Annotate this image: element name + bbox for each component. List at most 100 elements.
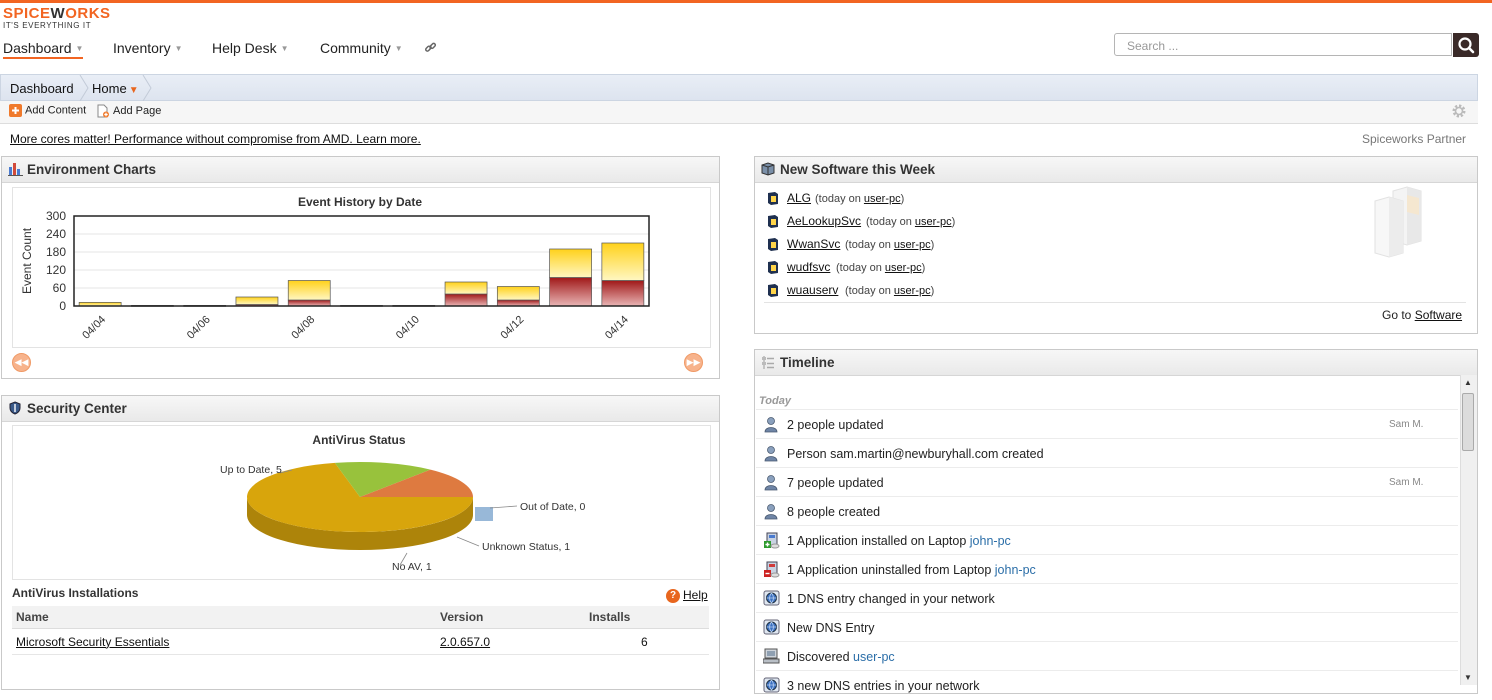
software-link-alg[interactable]: ALG bbox=[787, 191, 812, 205]
column-installs[interactable]: Installs bbox=[585, 606, 709, 629]
antivirus-chart-title: AntiVirus Status bbox=[312, 433, 406, 447]
nav-community[interactable]: Community ▼ bbox=[320, 40, 403, 56]
person-icon bbox=[764, 446, 778, 462]
bar-segment bbox=[549, 248, 592, 278]
spiceworks-logo[interactable]: SPICEWORKS IT'S EVERYTHING IT bbox=[3, 5, 111, 30]
timeline-item[interactable]: 1 Application uninstalled from Laptop jo… bbox=[756, 554, 1458, 584]
software-link-wudfsvc[interactable]: wudfsvc bbox=[787, 260, 831, 274]
help-link[interactable]: ? Help bbox=[666, 588, 708, 603]
chart-next-button[interactable]: ▶▶ bbox=[684, 353, 703, 372]
timeline-item-text: 8 people created bbox=[787, 505, 881, 519]
software-link[interactable]: Software bbox=[1414, 308, 1463, 322]
chart-prev-button[interactable]: ◀◀ bbox=[12, 353, 31, 372]
search-input[interactable] bbox=[1125, 35, 1449, 57]
search-button[interactable] bbox=[1453, 33, 1479, 57]
computer-icon bbox=[763, 648, 780, 664]
device-link-user-pc[interactable]: user-pc bbox=[853, 650, 895, 664]
timeline-item[interactable]: 2 people updated Sam M. bbox=[756, 409, 1458, 439]
device-link-john-pc[interactable]: john-pc bbox=[994, 563, 1036, 577]
timeline-item[interactable]: 3 new DNS entries in your network bbox=[756, 670, 1458, 700]
search-icon bbox=[1458, 37, 1475, 54]
search-box bbox=[1114, 33, 1452, 57]
breadcrumb-dashboard[interactable]: Dashboard bbox=[10, 81, 74, 96]
pie-label: Up to Date, 5 bbox=[220, 464, 282, 476]
add-content-button[interactable]: Add Content bbox=[9, 104, 86, 117]
timeline-item-text: 2 people updated bbox=[787, 418, 884, 432]
security-center-header[interactable]: Security Center bbox=[2, 396, 719, 422]
bar-segment bbox=[287, 280, 331, 301]
timeline-item[interactable]: 1 DNS entry changed in your network bbox=[756, 583, 1458, 613]
column-name[interactable]: Name bbox=[12, 606, 436, 629]
device-link-john-pc[interactable]: john-pc bbox=[969, 534, 1011, 548]
x-tick-label: 04/06 bbox=[185, 314, 213, 342]
host-link[interactable]: user-pc bbox=[893, 285, 931, 297]
antivirus-installations-title: AntiVirus Installations bbox=[12, 586, 139, 600]
environment-charts-header[interactable]: Environment Charts bbox=[2, 157, 719, 183]
antivirus-version-link[interactable]: 2.0.657.0 bbox=[440, 634, 491, 649]
software-link-aelookupsvc[interactable]: AeLookupSvc bbox=[787, 214, 862, 228]
timeline-item[interactable]: 8 people created bbox=[756, 496, 1458, 526]
bar-segment bbox=[287, 299, 331, 307]
add-page-button[interactable]: Add Page bbox=[96, 104, 161, 118]
host-link[interactable]: user-pc bbox=[884, 262, 922, 274]
timeline-item[interactable]: Person sam.martin@newburyhall.com create… bbox=[756, 438, 1458, 468]
pie-slice-side bbox=[247, 497, 473, 550]
nav-help-desk[interactable]: Help Desk ▼ bbox=[212, 40, 289, 56]
logo-tagline: IT'S EVERYTHING IT bbox=[3, 21, 92, 30]
gear-icon[interactable] bbox=[1451, 103, 1467, 119]
timeline-item-text: 1 DNS entry changed in your network bbox=[787, 592, 995, 606]
nav-dashboard[interactable]: Dashboard ▼ bbox=[3, 40, 84, 59]
dashboard-toolbar: Add Content Add Page bbox=[0, 101, 1478, 124]
bar-segment bbox=[496, 286, 540, 301]
caret-down-icon: ▼ bbox=[174, 44, 183, 53]
amd-promo-link[interactable]: More cores matter! Performance without c… bbox=[10, 132, 421, 146]
add-page-icon bbox=[97, 104, 109, 118]
timeline-item-text: Person sam.martin@newburyhall.com create… bbox=[787, 447, 1044, 461]
breadcrumb-home[interactable]: Home ▼ bbox=[92, 81, 139, 96]
nav-inventory[interactable]: Inventory ▼ bbox=[113, 40, 183, 56]
software-link-wwansvc[interactable]: WwanSvc bbox=[787, 237, 841, 251]
table-row: Microsoft Security Essentials 2.0.657.0 … bbox=[12, 628, 709, 655]
antivirus-pie-chart: Up to Date, 5 Out of Date, 0 Unknown Statu… bbox=[220, 462, 586, 573]
timeline-item-author: Sam M. bbox=[1389, 477, 1424, 488]
x-tick-label: 04/08 bbox=[289, 314, 317, 342]
timeline-item[interactable]: Discovered user-pc bbox=[756, 641, 1458, 671]
pie-leader-line bbox=[399, 552, 408, 566]
x-tick-label: 04/10 bbox=[394, 314, 422, 342]
host-link[interactable]: user-pc bbox=[863, 193, 901, 205]
antivirus-name-link[interactable]: Microsoft Security Essentials bbox=[16, 634, 170, 649]
y-axis-title: Event Count bbox=[20, 227, 34, 294]
bar-segment bbox=[496, 299, 540, 307]
timeline-item[interactable]: 1 Application installed on Laptop john-p… bbox=[756, 525, 1458, 555]
timeline-item-text: 1 Application installed on Laptop john-p… bbox=[787, 534, 1011, 548]
host-link[interactable]: user-pc bbox=[893, 239, 931, 251]
timeline-scrollbar[interactable]: ▲ ▼ bbox=[1460, 375, 1477, 685]
timeline-item-author: Sam M. bbox=[1389, 419, 1424, 430]
timeline-header[interactable]: Timeline bbox=[755, 350, 1477, 376]
timeline-item[interactable]: New DNS Entry bbox=[756, 612, 1458, 642]
software-link-wuauserv[interactable]: wuauserv bbox=[787, 283, 839, 297]
scroll-up-icon[interactable]: ▲ bbox=[1464, 378, 1472, 387]
new-software-header[interactable]: New Software this Week bbox=[755, 157, 1477, 183]
person-icon bbox=[764, 417, 778, 433]
column-version[interactable]: Version bbox=[436, 606, 585, 629]
y-tick-label: 0 bbox=[59, 299, 66, 313]
antivirus-installs-count: 6 bbox=[585, 628, 709, 655]
link-icon[interactable] bbox=[424, 41, 437, 54]
timeline-item[interactable]: 7 people updated Sam M. bbox=[756, 467, 1458, 497]
dns-icon bbox=[763, 677, 780, 693]
y-tick-label: 180 bbox=[46, 245, 66, 259]
spiceworks-partner-label: Spiceworks Partner bbox=[1362, 132, 1467, 146]
scroll-down-icon[interactable]: ▼ bbox=[1464, 673, 1472, 682]
timeline-scroll-thumb[interactable] bbox=[1462, 393, 1474, 451]
timeline-item-text: Discovered user-pc bbox=[787, 650, 895, 664]
pie-label: No AV, 1 bbox=[392, 561, 432, 573]
caret-down-icon: ▼ bbox=[394, 44, 403, 53]
timeline-item-text: New DNS Entry bbox=[787, 621, 875, 635]
person-icon bbox=[764, 475, 778, 491]
software-box-icon bbox=[761, 162, 775, 176]
host-link[interactable]: user-pc bbox=[914, 216, 952, 228]
antivirus-table: Name Version Installs Microsoft Security… bbox=[12, 606, 709, 655]
y-tick-label: 120 bbox=[46, 263, 66, 277]
bar-segment bbox=[549, 277, 592, 307]
